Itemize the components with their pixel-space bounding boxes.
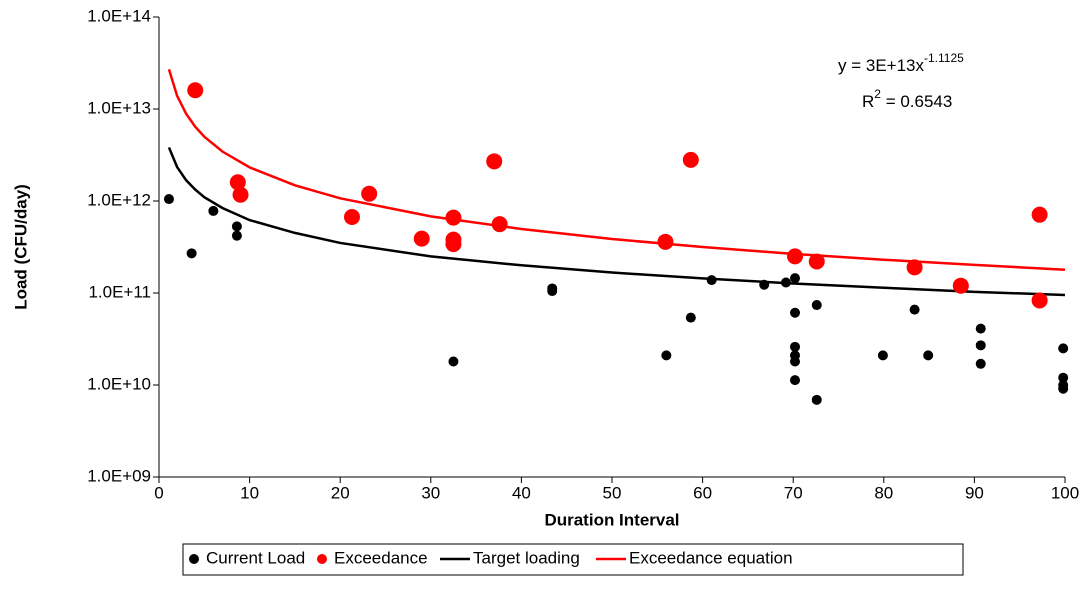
point — [790, 273, 801, 284]
x-tick-label: 90 — [965, 483, 984, 502]
r-squared: R2 = 0.6543 — [862, 87, 952, 111]
point — [923, 350, 934, 361]
point — [547, 286, 558, 297]
point — [759, 279, 770, 290]
y-tick-label: 1.0E+12 — [87, 190, 151, 209]
point — [1031, 292, 1048, 309]
x-tick-label: 10 — [240, 483, 259, 502]
point — [413, 230, 430, 247]
point — [685, 312, 696, 323]
point — [787, 248, 804, 265]
point — [186, 248, 197, 259]
point — [486, 153, 503, 170]
point — [780, 277, 791, 288]
r2-value: = 0.6543 — [881, 92, 952, 111]
point — [1031, 206, 1048, 223]
point — [975, 358, 986, 369]
x-tick-label: 20 — [331, 483, 350, 502]
point — [952, 277, 969, 294]
x-tick-label: 60 — [693, 483, 712, 502]
point — [790, 375, 801, 386]
point — [909, 304, 920, 315]
r2-label: R — [862, 92, 874, 111]
point — [808, 253, 825, 270]
x-tick-label: 50 — [603, 483, 622, 502]
point — [231, 221, 242, 232]
point — [208, 205, 219, 216]
y-tick-label: 1.0E+14 — [87, 6, 151, 25]
x-tick-label: 30 — [421, 483, 440, 502]
legend-swatch — [317, 554, 327, 564]
point — [343, 209, 360, 226]
point — [811, 300, 822, 311]
point — [445, 209, 462, 226]
point — [491, 216, 508, 233]
legend-label: Exceedance — [334, 548, 428, 567]
point — [163, 194, 174, 205]
legend-label: Exceedance equation — [629, 548, 793, 567]
point — [1058, 343, 1069, 354]
x-tick-label: 70 — [784, 483, 803, 502]
point — [682, 151, 699, 168]
legend-label: Current Load — [206, 548, 305, 567]
x-tick-label: 0 — [154, 483, 163, 502]
point — [906, 259, 923, 276]
x-tick-label: 80 — [874, 483, 893, 502]
equation-exponent: -1.1125 — [924, 51, 964, 65]
point — [231, 230, 242, 241]
r2-sup: 2 — [874, 87, 881, 101]
point — [975, 340, 986, 351]
point — [657, 233, 674, 250]
point — [706, 275, 717, 286]
y-tick-label: 1.0E+13 — [87, 98, 151, 117]
equation: y = 3E+13x — [838, 56, 925, 75]
point — [790, 307, 801, 318]
point — [975, 323, 986, 334]
trend-line — [167, 68, 1066, 271]
point — [811, 394, 822, 405]
point — [361, 185, 378, 202]
trend-equation: y = 3E+13x-1.1125 — [838, 51, 964, 75]
point — [661, 350, 672, 361]
point — [1058, 372, 1069, 383]
y-tick-label: 1.0E+09 — [87, 466, 151, 485]
point — [790, 341, 801, 352]
legend-label: Target loading — [473, 548, 580, 567]
point — [877, 350, 888, 361]
point — [445, 236, 462, 253]
point — [1058, 383, 1069, 394]
legend-box — [182, 543, 964, 576]
x-tick-label: 40 — [512, 483, 531, 502]
trend-line — [167, 146, 1066, 297]
point — [790, 356, 801, 367]
y-tick-label: 1.0E+10 — [87, 374, 151, 393]
y-axis-title: Load (CFU/day) — [11, 184, 30, 310]
point — [229, 174, 246, 191]
point — [232, 186, 249, 203]
point — [448, 356, 459, 367]
point — [187, 82, 204, 99]
legend-swatch — [189, 554, 199, 564]
y-tick-label: 1.0E+11 — [88, 282, 151, 301]
x-tick-label: 100 — [1051, 483, 1079, 502]
x-axis-title: Duration Interval — [544, 510, 679, 529]
